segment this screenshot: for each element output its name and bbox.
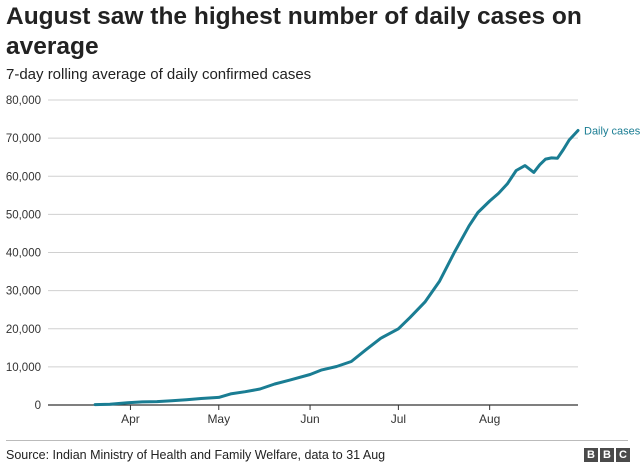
chart-subtitle: 7-day rolling average of daily confirmed… bbox=[6, 66, 312, 83]
series-label: Daily cases bbox=[584, 126, 640, 138]
y-tick-label: 30,000 bbox=[6, 286, 41, 298]
y-tick-label: 70,000 bbox=[6, 133, 41, 145]
y-tick-label: 60,000 bbox=[6, 171, 41, 183]
y-tick-label: 0 bbox=[35, 400, 41, 412]
x-tick-label: May bbox=[207, 412, 230, 426]
series-layer bbox=[93, 129, 580, 407]
bbc-logo-letter: B bbox=[600, 448, 614, 462]
bbc-logo-letter: B bbox=[584, 448, 598, 462]
series-labels: Daily cases bbox=[584, 126, 640, 138]
y-tick-label: 20,000 bbox=[6, 324, 41, 336]
x-tick-label: Jul bbox=[391, 412, 406, 426]
y-tick-label: 10,000 bbox=[6, 362, 41, 374]
source-note: Source: Indian Ministry of Health and Fa… bbox=[6, 448, 386, 462]
x-tick-label: Apr bbox=[121, 412, 140, 426]
x-axis-ticks: Apr May Jun Jul Aug bbox=[121, 405, 500, 426]
y-tick-label: 40,000 bbox=[6, 248, 41, 260]
gridlines bbox=[48, 99, 578, 406]
x-tick-label: Jun bbox=[300, 412, 319, 426]
series-line-daily-cases bbox=[93, 129, 580, 407]
chart-title: August saw the highest number of daily c… bbox=[6, 3, 582, 60]
y-tick-label: 50,000 bbox=[6, 209, 41, 221]
bbc-logo-letter: C bbox=[616, 448, 630, 462]
x-tick-label: Aug bbox=[479, 412, 500, 426]
footer-divider bbox=[6, 440, 628, 441]
line-chart: 0 10,000 20,000 30,000 40,000 50,000 60,000 70,… bbox=[6, 95, 640, 426]
y-axis-tick-labels: 0 10,000 20,000 30,000 40,000 50,000 60,000 70,… bbox=[6, 95, 41, 412]
y-tick-label: 80,000 bbox=[6, 95, 41, 107]
bbc-logo: B B C bbox=[584, 448, 630, 462]
